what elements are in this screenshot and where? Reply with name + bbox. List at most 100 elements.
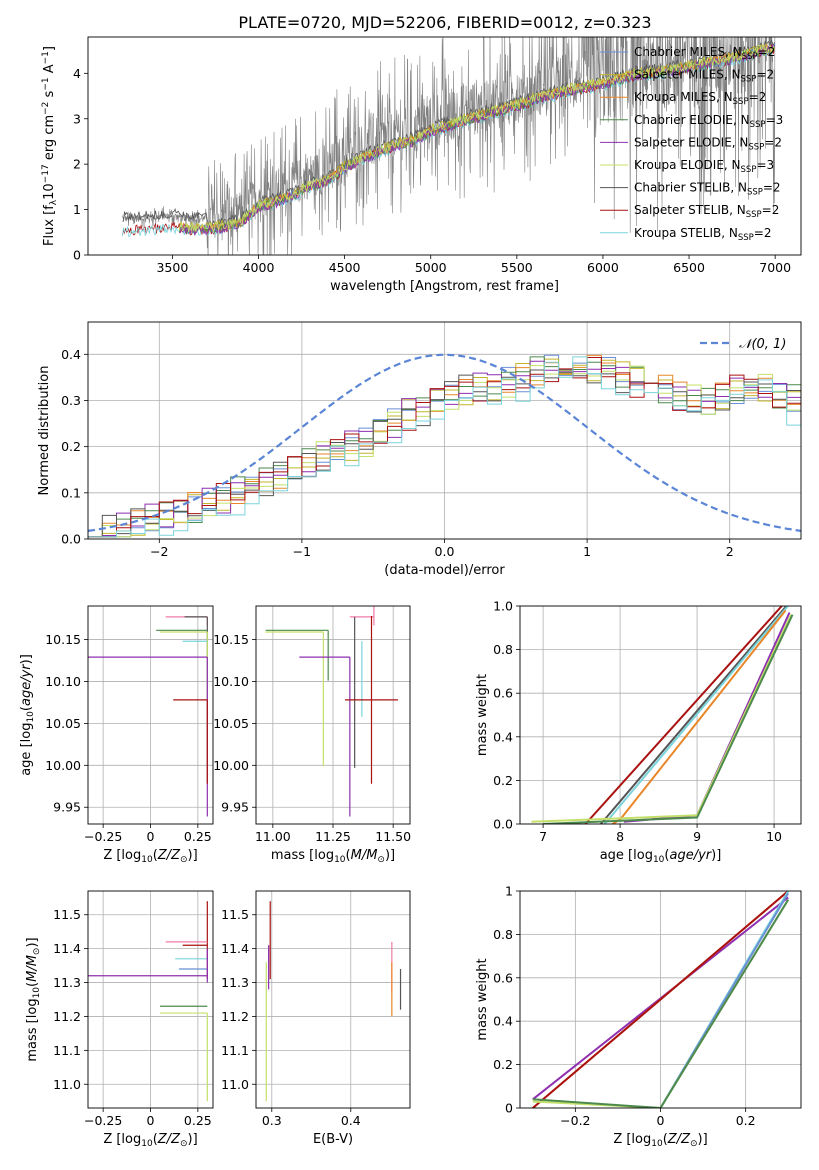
histogram-kroupa-elodie <box>88 365 801 538</box>
plot-area <box>88 606 213 824</box>
panel-mass_vs_EBV: 0.3 0.4 11.0 11.1 11.2 11.3 11.4 11.5 E(B-V) <box>221 890 411 1147</box>
y-tick-label: 0.6 <box>493 686 513 701</box>
y-tick-label: 11.2 <box>221 1009 249 1024</box>
weight-line-chabrier-stelib <box>600 606 788 824</box>
x-axis-label-part: 10 <box>651 1139 663 1149</box>
x-axis-label: Z [log10(Z/Z⊙)] <box>613 1132 707 1149</box>
y-tick-label: 0.1 <box>61 485 81 500</box>
legend-label-sub: SSP <box>748 142 764 152</box>
legend-label-text: Salpeter MILES, N <box>634 68 741 82</box>
x-axis-label: wavelength [Angstrom, rest frame] <box>330 279 559 294</box>
x-tick-label: 11.25 <box>315 829 351 844</box>
y-tick-label: 0.8 <box>493 642 513 657</box>
axes-frame <box>255 890 411 1109</box>
x-tick-label: 4500 <box>329 260 361 275</box>
y-tick-label: 1.0 <box>493 599 513 614</box>
panel-residuals: −2 −1 0.0 1 2 0.0 0.1 0.2 0.3 0.4 (data-model)/err… <box>37 321 802 578</box>
x-axis-label-part: (data-model)/error <box>384 563 505 578</box>
x-tick-label: 0.0 <box>435 544 455 559</box>
y-tick-label: 0.4 <box>493 729 513 744</box>
y-tick-label: 10.00 <box>45 758 81 773</box>
axes-frame <box>87 36 802 256</box>
histogram-chabrier-miles <box>88 354 801 538</box>
x-axis-label-part: ( <box>153 848 158 863</box>
x-axis-label-part: )] <box>698 1132 708 1147</box>
y-tick-label: 11.0 <box>53 1077 81 1092</box>
histogram-salpeter-elodie <box>88 360 801 538</box>
y-axis-label-part: age/yr <box>19 663 34 706</box>
y-axis-label-part: 10 <box>42 183 57 200</box>
x-tick-label: 0 <box>657 1113 665 1128</box>
axes-frame <box>87 605 214 825</box>
y-tick-label: 11.3 <box>53 975 81 990</box>
x-tick-label: 0.4 <box>341 1113 361 1128</box>
legend-label-text: Kroupa MILES, N <box>634 90 733 104</box>
legend-label: Salpeter ELODIE, NSSP=2 <box>634 135 782 152</box>
panel-mass_vs_Z: −0.25 0 0.25 11.0 11.1 11.2 11.3 11.4 11.5 Z [log… <box>25 890 214 1149</box>
x-tick-label: 6500 <box>673 260 705 275</box>
y-tick-label: 0.6 <box>493 970 513 985</box>
y-tick-label: 11.3 <box>221 975 249 990</box>
plot-area <box>520 891 801 1108</box>
x-tick-label: 7000 <box>759 260 791 275</box>
legend-label-eq: =2 <box>763 181 781 195</box>
y-tick-label: 0 <box>505 1101 513 1116</box>
legend-label: Salpeter STELIB, NSSP=2 <box>634 203 779 220</box>
x-axis-label-part: Z/Z <box>157 848 181 863</box>
x-axis-label-part: ⊙ <box>180 1139 188 1149</box>
y-tick-label: 11.0 <box>221 1077 249 1092</box>
legend-label: Kroupa STELIB, NSSP=2 <box>634 226 772 243</box>
x-tick-label: 2 <box>726 544 734 559</box>
y-axis-label-part: )] <box>25 937 40 947</box>
y-tick-label: 11.4 <box>53 941 81 956</box>
y-tick-label: 11.4 <box>221 941 249 956</box>
y-tick-label: 11.2 <box>53 1009 81 1024</box>
panel-age_vs_mass: 11.00 11.25 11.50 9.95 10.00 10.05 10.10 10.15 m… <box>213 605 411 865</box>
x-axis-label-part: )] <box>188 848 198 863</box>
x-tick-label: 0.2 <box>736 1113 756 1128</box>
y-tick-label: 0.8 <box>493 927 513 942</box>
y-axis-label-part: 10 <box>26 711 36 723</box>
y-axis-label-part: Normed distribution <box>37 366 52 496</box>
y-axis-label-part: ( <box>19 706 34 711</box>
x-axis-label: (data-model)/error <box>384 563 505 578</box>
legend-label: 𝒩(0, 1) <box>739 337 786 352</box>
legend-label-sub: SSP <box>738 233 754 243</box>
model-line-salpeter-elodie <box>179 43 775 236</box>
y-tick-label: 0.2 <box>493 773 513 788</box>
x-tick-label: 0.25 <box>184 829 212 844</box>
x-axis-label-part: ⊙ <box>690 1139 698 1149</box>
y-tick-label: 0.0 <box>493 817 513 832</box>
axes-frame <box>87 321 802 540</box>
legend-label-text: Chabrier ELODIE, N <box>634 113 750 127</box>
histogram-kroupa-miles <box>88 354 801 538</box>
x-axis-label: age [log10(age/yr)] <box>600 848 722 865</box>
y-tick-label: 1 <box>505 884 513 899</box>
x-tick-label: 0.3 <box>262 1113 282 1128</box>
legend-label-eq: =2 <box>756 68 774 82</box>
x-tick-label: −0.25 <box>84 829 122 844</box>
axes-frame <box>519 890 802 1109</box>
x-axis-label-part: wavelength [Angstrom, rest frame] <box>330 279 559 294</box>
model-line-kroupa-elodie <box>178 43 775 234</box>
y-axis-label-part: erg cm <box>42 115 57 164</box>
legend-label-sub: SSP <box>742 52 758 62</box>
x-tick-label: 3500 <box>156 260 188 275</box>
legend-label-eq: =2 <box>749 90 767 104</box>
panels: 3500 4000 4500 5000 5500 6000 6500 700001234wav… <box>19 36 802 1149</box>
x-tick-label: 9 <box>693 829 701 844</box>
y-tick-label: 10.15 <box>45 632 81 647</box>
y-tick-label: 10.10 <box>45 674 81 689</box>
x-tick-label: 0 <box>147 1113 155 1128</box>
axes-frame <box>87 890 214 1109</box>
x-axis-label-part: 10 <box>334 855 346 865</box>
legend-label-sub: SSP <box>747 188 763 198</box>
x-tick-label: 5500 <box>501 260 533 275</box>
legend-label-eq: =2 <box>764 135 782 149</box>
y-tick-label: 0.0 <box>61 532 81 547</box>
y-axis-label-part: ⊙ <box>32 948 42 956</box>
y-tick-label: 9.95 <box>221 800 249 815</box>
plot-area <box>520 606 801 824</box>
y-tick-label: 0.4 <box>493 1014 513 1029</box>
y-axis-label-part: mass weight <box>475 674 490 756</box>
